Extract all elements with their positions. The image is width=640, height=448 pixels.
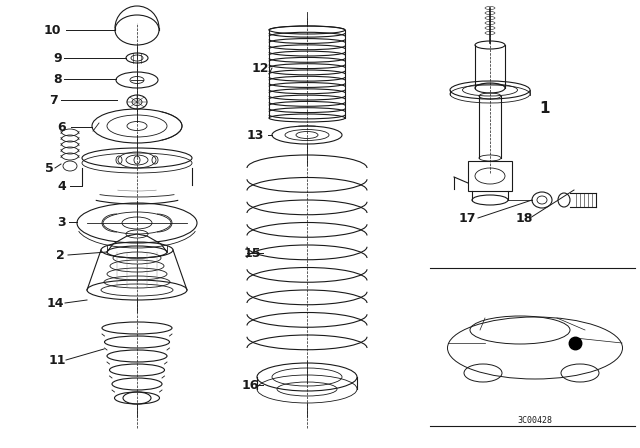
Text: 12: 12 bbox=[252, 61, 269, 74]
Text: 14: 14 bbox=[46, 297, 64, 310]
Text: 15: 15 bbox=[243, 246, 260, 259]
Text: 18: 18 bbox=[515, 211, 532, 224]
Text: 8: 8 bbox=[54, 73, 62, 86]
Text: 6: 6 bbox=[58, 121, 67, 134]
Text: 4: 4 bbox=[58, 180, 67, 193]
Text: 16: 16 bbox=[241, 379, 259, 392]
Text: 1: 1 bbox=[540, 100, 550, 116]
Text: 13: 13 bbox=[246, 129, 264, 142]
Text: 7: 7 bbox=[50, 94, 58, 107]
Text: 10: 10 bbox=[44, 23, 61, 36]
Text: 3: 3 bbox=[57, 215, 65, 228]
Text: 9: 9 bbox=[54, 52, 62, 65]
Text: 2: 2 bbox=[56, 249, 65, 262]
Text: 17: 17 bbox=[458, 211, 476, 224]
Text: 11: 11 bbox=[48, 353, 66, 366]
Text: 3C00428: 3C00428 bbox=[518, 415, 552, 425]
Text: 5: 5 bbox=[45, 161, 53, 175]
